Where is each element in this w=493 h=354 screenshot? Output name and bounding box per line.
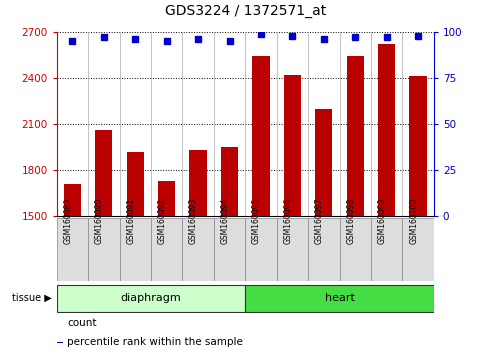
Text: GSM160090: GSM160090: [95, 198, 104, 244]
Text: percentile rank within the sample: percentile rank within the sample: [67, 337, 243, 347]
Text: GSM160096: GSM160096: [283, 198, 292, 244]
Text: GSM160099: GSM160099: [378, 198, 387, 244]
Bar: [88, 218, 119, 281]
Text: GSM160095: GSM160095: [252, 198, 261, 244]
Bar: [371, 218, 402, 281]
Text: GSM160089: GSM160089: [64, 198, 72, 244]
Bar: [151, 218, 182, 281]
Text: tissue ▶: tissue ▶: [12, 293, 52, 303]
Bar: [340, 218, 371, 281]
Bar: [347, 56, 364, 216]
Bar: [57, 342, 64, 343]
Bar: [315, 109, 332, 216]
Bar: [214, 218, 246, 281]
Bar: [402, 218, 434, 281]
Text: count: count: [67, 318, 97, 328]
Text: GSM160100: GSM160100: [409, 198, 418, 244]
Bar: [308, 218, 340, 281]
Text: GSM160094: GSM160094: [220, 198, 230, 244]
Text: GSM160092: GSM160092: [158, 198, 167, 244]
Bar: [119, 218, 151, 281]
Bar: [378, 44, 395, 216]
Bar: [410, 76, 427, 216]
Text: GDS3224 / 1372571_at: GDS3224 / 1372571_at: [165, 4, 326, 18]
Bar: [284, 75, 301, 216]
Bar: [57, 323, 64, 324]
Bar: [245, 218, 277, 281]
Bar: [245, 285, 434, 312]
Bar: [127, 152, 144, 216]
Bar: [95, 130, 112, 216]
Text: GSM160093: GSM160093: [189, 198, 198, 244]
Bar: [182, 218, 214, 281]
Text: GSM160097: GSM160097: [315, 198, 324, 244]
Bar: [64, 184, 81, 216]
Text: GSM160098: GSM160098: [346, 198, 355, 244]
Bar: [57, 285, 245, 312]
Text: diaphragm: diaphragm: [121, 293, 181, 303]
Bar: [57, 218, 88, 281]
Bar: [158, 181, 176, 216]
Text: GSM160091: GSM160091: [126, 198, 135, 244]
Bar: [189, 150, 207, 216]
Bar: [221, 147, 238, 216]
Bar: [277, 218, 308, 281]
Text: heart: heart: [324, 293, 354, 303]
Bar: [252, 56, 270, 216]
